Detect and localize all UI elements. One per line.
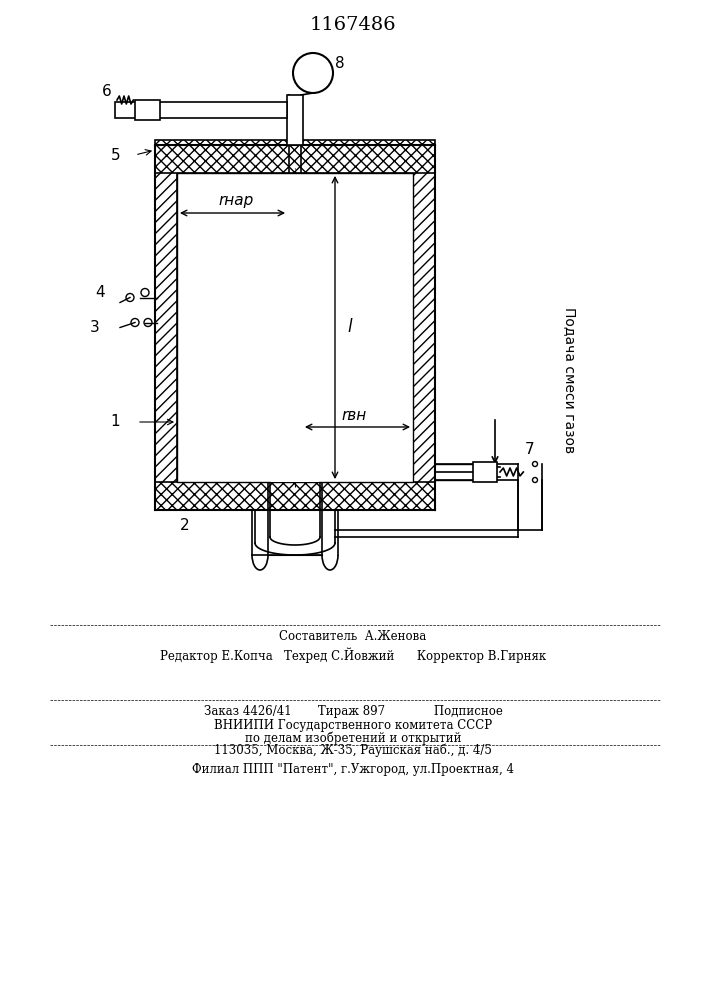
Bar [177,173,413,482]
Text: 1167486: 1167486 [310,16,397,34]
Text: 5: 5 [110,147,120,162]
Text: rнар: rнар [218,194,254,209]
Text: ВНИИПИ Государственного комитета СССР: ВНИИПИ Государственного комитета СССР [214,718,492,732]
Bar [155,482,435,510]
Text: l: l [348,318,352,336]
Text: 4: 4 [95,285,105,300]
Text: Филиал ППП "Патент", г.Ужгород, ул.Проектная, 4: Филиал ППП "Патент", г.Ужгород, ул.Проек… [192,764,514,776]
Text: Подача смеси газов: Подача смеси газов [563,307,577,453]
Bar [271,477,319,482]
Text: 2: 2 [180,518,189,532]
Text: rвн: rвн [341,408,367,422]
Text: 8: 8 [335,55,344,70]
Text: 3: 3 [90,320,100,335]
Bar [115,102,287,118]
Bar [155,145,177,510]
Text: по делам изобретений и открытий: по делам изобретений и открытий [245,731,461,745]
Bar [473,462,497,482]
Text: 7: 7 [525,442,534,458]
Text: Составитель  А.Женова: Составитель А.Женова [279,631,426,644]
Bar [287,95,303,145]
Text: 113035, Москва, Ж-35, Раушская наб., д. 4/5: 113035, Москва, Ж-35, Раушская наб., д. … [214,743,492,757]
Bar [155,140,435,173]
Bar [413,145,435,510]
Text: 6: 6 [102,85,112,100]
Text: Редактор Е.Копча   Техред С.Йовжий      Корректор В.Гирняк: Редактор Е.Копча Техред С.Йовжий Коррект… [160,647,546,663]
Bar [135,100,160,120]
Text: Заказ 4426/41       Тираж 897             Подписное: Заказ 4426/41 Тираж 897 Подписное [204,706,503,718]
Text: 1: 1 [110,414,120,430]
